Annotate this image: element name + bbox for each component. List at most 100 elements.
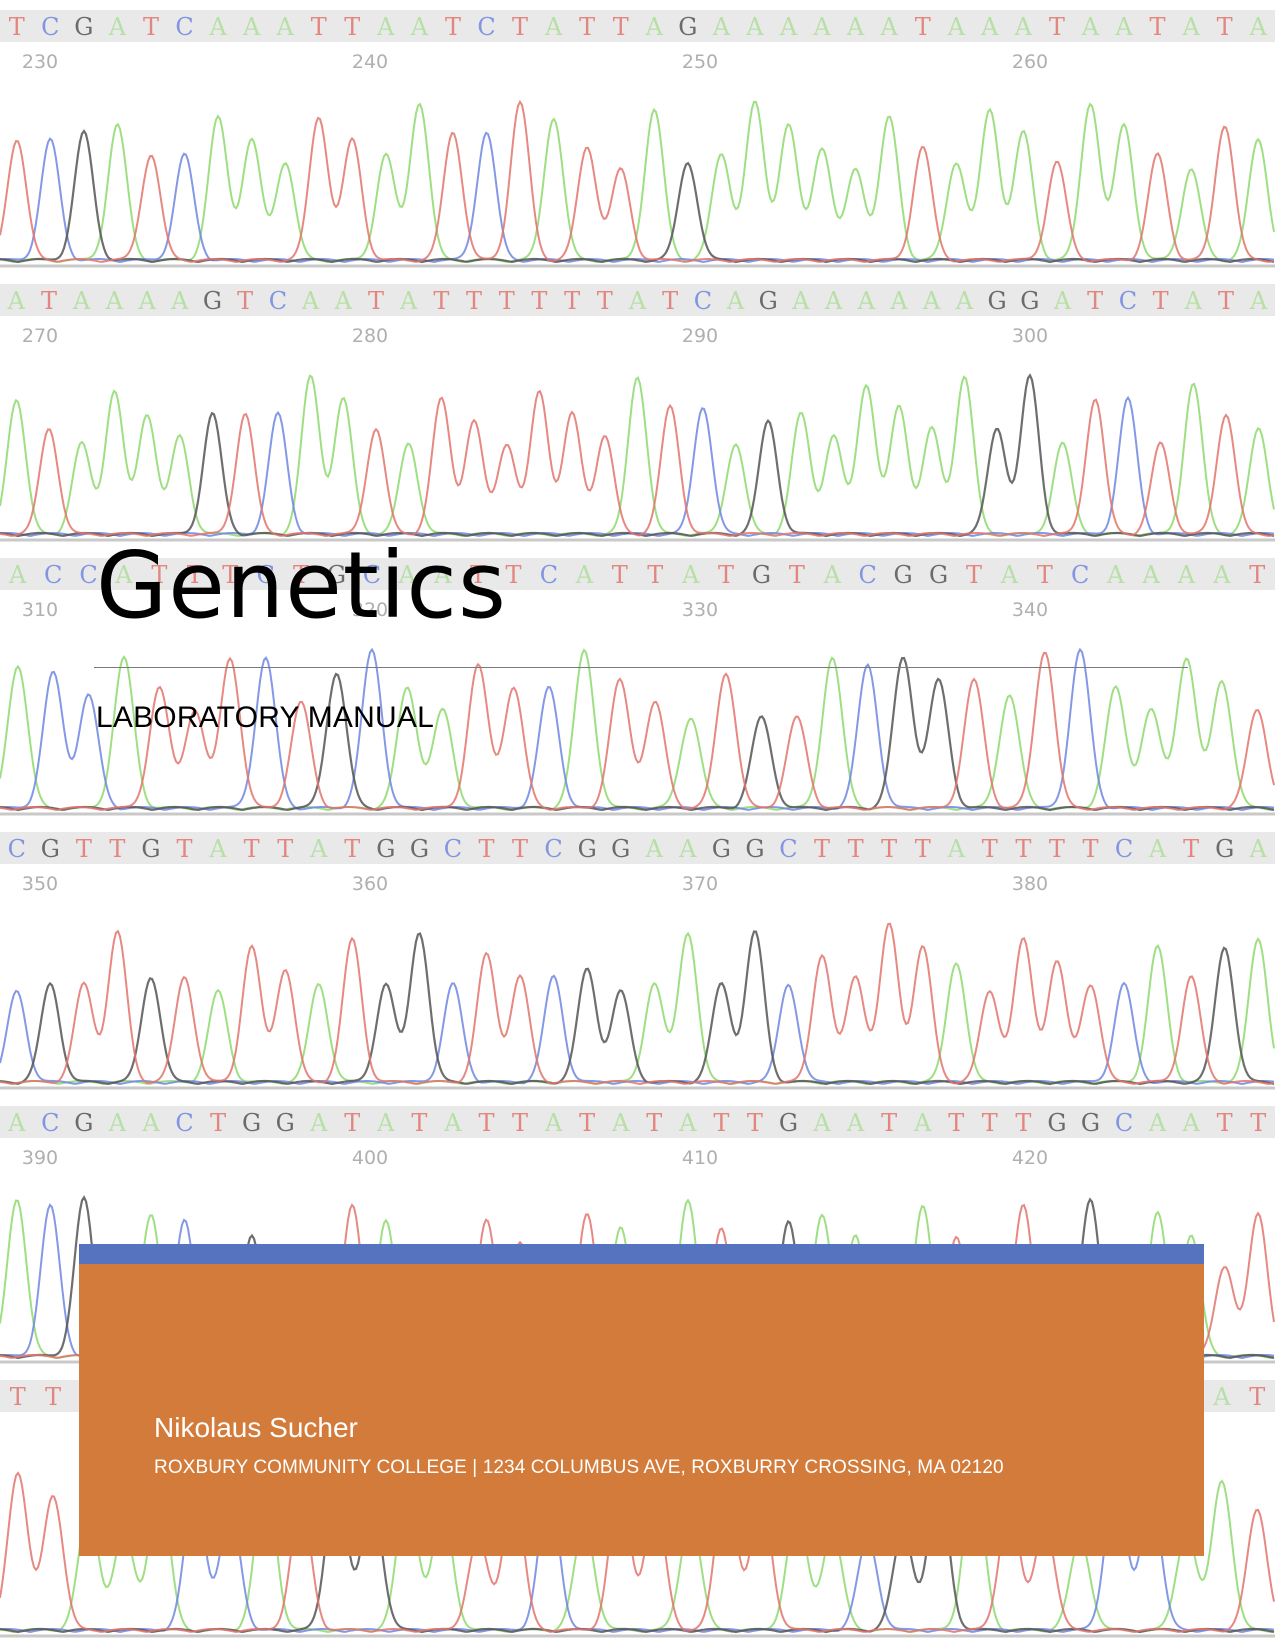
base-call-letter: T xyxy=(344,835,360,863)
position-tick-label: 340 xyxy=(1012,599,1048,621)
base-call-letter: T xyxy=(512,13,528,41)
base-call-letter: T xyxy=(881,1109,897,1137)
base-call-letter: C xyxy=(79,561,97,589)
base-call-letter: A xyxy=(544,13,563,41)
base-call-letter: A xyxy=(955,287,974,315)
base-call-letter: C xyxy=(44,561,62,589)
base-call-letter: A xyxy=(1212,561,1231,589)
base-call-letter: C xyxy=(540,561,558,589)
base-call-letter: T xyxy=(1037,561,1053,589)
base-call-letter: G xyxy=(712,835,731,863)
base-call-letter: T xyxy=(499,287,515,315)
base-call-letter: A xyxy=(1148,835,1167,863)
base-call-letter: C xyxy=(175,13,193,41)
base-call-letter: T xyxy=(612,561,628,589)
position-tick-label: 300 xyxy=(1012,325,1048,347)
base-call-letter: A xyxy=(1114,13,1133,41)
base-call-letter: T xyxy=(512,835,528,863)
position-tick-label: 330 xyxy=(682,599,718,621)
base-call-letter: A xyxy=(309,1109,328,1137)
base-call-letter: A xyxy=(678,835,697,863)
base-call-letter: T xyxy=(1087,287,1103,315)
base-call-letter: G xyxy=(376,835,395,863)
base-call-letter: A xyxy=(544,1109,563,1137)
base-call-letter: T xyxy=(1218,287,1234,315)
base-call-letter: T xyxy=(506,561,522,589)
base-call-letter: T xyxy=(1049,13,1065,41)
base-call-letter: A xyxy=(645,835,664,863)
base-call-letter: A xyxy=(922,287,941,315)
base-call-letter: C xyxy=(1115,835,1133,863)
base-call-letter: T xyxy=(982,835,998,863)
base-call-letter: A xyxy=(745,13,764,41)
trace-a-line xyxy=(0,376,1274,536)
title-divider xyxy=(94,667,1188,668)
base-call-letter: T xyxy=(647,561,663,589)
base-call-letter: T xyxy=(76,835,92,863)
base-call-letter: T xyxy=(244,835,260,863)
base-call-letter: G xyxy=(276,1109,295,1137)
position-tick-label: 380 xyxy=(1012,873,1048,895)
base-call-letter: A xyxy=(170,287,189,315)
base-call-letter: T xyxy=(344,13,360,41)
base-call-letter: A xyxy=(645,13,664,41)
base-call-letter: C xyxy=(1119,287,1137,315)
base-call-letter: T xyxy=(848,835,864,863)
base-call-letter: T xyxy=(662,287,678,315)
base-call-letter: T xyxy=(466,287,482,315)
base-call-letter: A xyxy=(812,1109,831,1137)
base-call-letter: A xyxy=(947,835,966,863)
base-call-letter: A xyxy=(1000,561,1019,589)
base-call-letter: C xyxy=(175,1109,193,1137)
base-call-letter: C xyxy=(694,287,712,315)
base-call-letter: T xyxy=(646,1109,662,1137)
base-call-letter: A xyxy=(208,835,227,863)
base-call-letter: T xyxy=(237,287,253,315)
base-call-letter: A xyxy=(575,561,594,589)
base-call-letter: T xyxy=(445,13,461,41)
base-call-letter: T xyxy=(597,287,613,315)
base-call-letter: G xyxy=(1215,835,1234,863)
position-tick-label: 390 xyxy=(22,1147,58,1169)
position-tick-label: 240 xyxy=(352,51,388,73)
base-call-letter: G xyxy=(745,835,764,863)
base-call-letter: A xyxy=(137,287,156,315)
base-call-letter: A xyxy=(208,13,227,41)
base-call-letter: A xyxy=(242,13,261,41)
base-call-letter: T xyxy=(747,1109,763,1137)
position-tick-label: 410 xyxy=(682,1147,718,1169)
base-call-letter: C xyxy=(41,1109,59,1137)
base-call-letter: T xyxy=(433,287,449,315)
base-call-letter: T xyxy=(311,13,327,41)
document-subtitle: LABORATORY MANUAL xyxy=(96,701,434,735)
base-call-letter: C xyxy=(859,561,877,589)
base-call-letter: A xyxy=(399,287,418,315)
base-call-letter: T xyxy=(1183,835,1199,863)
position-tick-label: 350 xyxy=(22,873,58,895)
base-call-letter: T xyxy=(143,13,159,41)
position-tick-label: 280 xyxy=(352,325,388,347)
base-call-letter: G xyxy=(929,561,948,589)
base-call-letter: G xyxy=(74,13,93,41)
author-name: Nikolaus Sucher xyxy=(154,1412,358,1444)
base-call-letter: G xyxy=(779,1109,798,1137)
base-call-letter: G xyxy=(203,287,222,315)
base-call-letter: T xyxy=(579,1109,595,1137)
base-call-letter: A xyxy=(1053,287,1072,315)
base-call-letter: A xyxy=(1181,1109,1200,1137)
base-call-letter: C xyxy=(1071,561,1089,589)
base-call-letter: A xyxy=(846,13,865,41)
base-call-letter: A xyxy=(1177,561,1196,589)
base-call-letter: A xyxy=(1181,13,1200,41)
base-call-letter: T xyxy=(1250,1109,1266,1137)
base-call-letter: T xyxy=(41,287,57,315)
base-call-letter: G xyxy=(1047,1109,1066,1137)
base-call-letter: A xyxy=(1014,13,1033,41)
base-call-letter: A xyxy=(628,287,647,315)
base-call-letter: T xyxy=(109,835,125,863)
base-call-letter: T xyxy=(718,561,734,589)
trace-c-line xyxy=(0,398,1274,536)
base-call-letter: T xyxy=(277,835,293,863)
base-call-letter: C xyxy=(269,287,287,315)
base-call-letter: T xyxy=(512,1109,528,1137)
